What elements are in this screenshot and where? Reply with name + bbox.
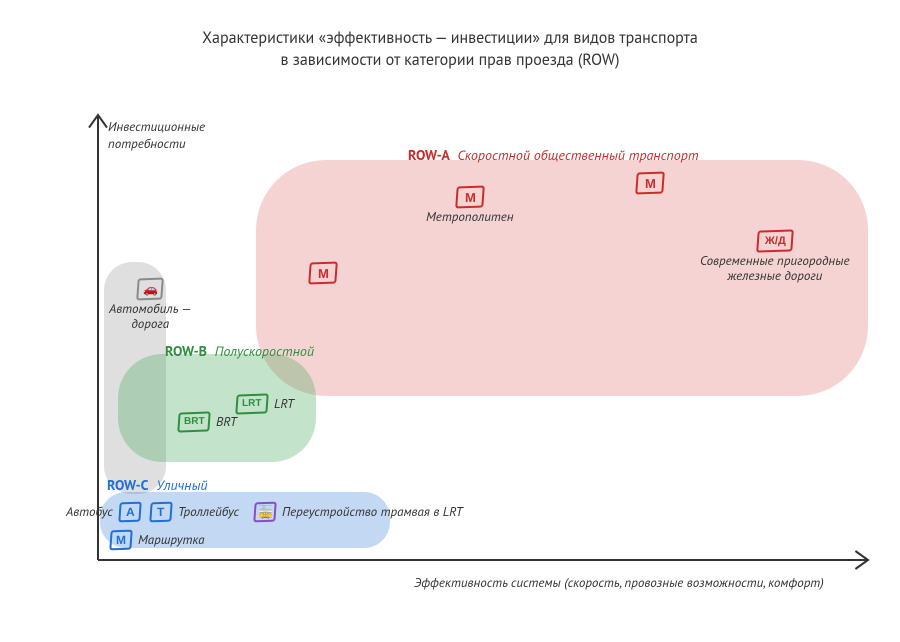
chart-canvas: { "canvas": { "width": 900, "height": 64… — [0, 0, 900, 642]
mode-label-suburban-rail: Современные пригородные железные дороги — [700, 254, 850, 284]
region-text-row-a: Скоростной общественный транспорт — [458, 146, 699, 164]
mode-trolleybus: Т Троллейбус — [150, 502, 239, 522]
mode-icon-bus: А — [118, 502, 141, 523]
x-axis-label: Эффективность системы (скорость, провозн… — [414, 574, 824, 591]
region-code-row-a: ROW-A — [408, 146, 450, 164]
mode-icon-marshrutka: М — [109, 530, 132, 551]
mode-suburban-rail: Ж/ДСовременные пригородные железные доро… — [700, 230, 850, 284]
mode-metro-2: ММетрополитен — [426, 186, 514, 225]
mode-icon-automobile: 🚗 — [136, 278, 164, 301]
mode-icon-trolleybus: Т — [149, 502, 172, 523]
mode-metro-3: М — [636, 172, 664, 194]
mode-automobile: 🚗Автомобиль — дорога — [109, 278, 191, 332]
region-text-row-c: Уличный — [156, 476, 207, 494]
mode-icon-tram-to-lrt: 🚋 — [253, 502, 276, 523]
mode-label-brt: BRT — [216, 415, 237, 430]
mode-label-automobile: Автомобиль — дорога — [109, 302, 191, 332]
mode-bus: А Автобус — [66, 502, 141, 522]
mode-icon-lrt: LRT — [235, 393, 269, 414]
mode-label-metro-2: Метрополитен — [426, 210, 514, 225]
y-axis-label: Инвестиционные потребности — [108, 118, 205, 152]
mode-icon-metro-3: М — [635, 172, 665, 195]
mode-tram-to-lrt: 🚋 Переустройство трамвая в LRT — [254, 502, 463, 522]
region-label-row-b: ROW-B Полускоростной — [165, 342, 314, 360]
mode-label-marshrutka: Маршрутка — [138, 533, 204, 548]
mode-icon-suburban-rail: Ж/Д — [756, 229, 794, 252]
mode-lrt: LRT LRT — [236, 394, 294, 414]
region-code-row-c: ROW-C — [107, 476, 148, 494]
region-text-row-b: Полускоростной — [215, 342, 314, 360]
mode-brt: BRT BRT — [178, 412, 237, 432]
region-label-row-a: ROW-A Скоростной общественный транспорт — [408, 146, 699, 164]
mode-icon-brt: BRT — [177, 411, 211, 432]
mode-label-tram-to-lrt: Переустройство трамвая в LRT — [282, 505, 463, 520]
mode-label-trolleybus: Троллейбус — [178, 505, 239, 520]
mode-icon-metro-1: М — [308, 262, 338, 285]
mode-label-lrt: LRT — [274, 397, 294, 412]
mode-marshrutka: М Маршрутка — [110, 530, 204, 550]
mode-label-bus: Автобус — [66, 505, 113, 520]
mode-metro-1: М — [309, 262, 337, 284]
region-code-row-b: ROW-B — [165, 342, 207, 360]
mode-icon-metro-2: М — [455, 186, 485, 209]
region-label-row-c: ROW-C Уличный — [107, 476, 208, 494]
